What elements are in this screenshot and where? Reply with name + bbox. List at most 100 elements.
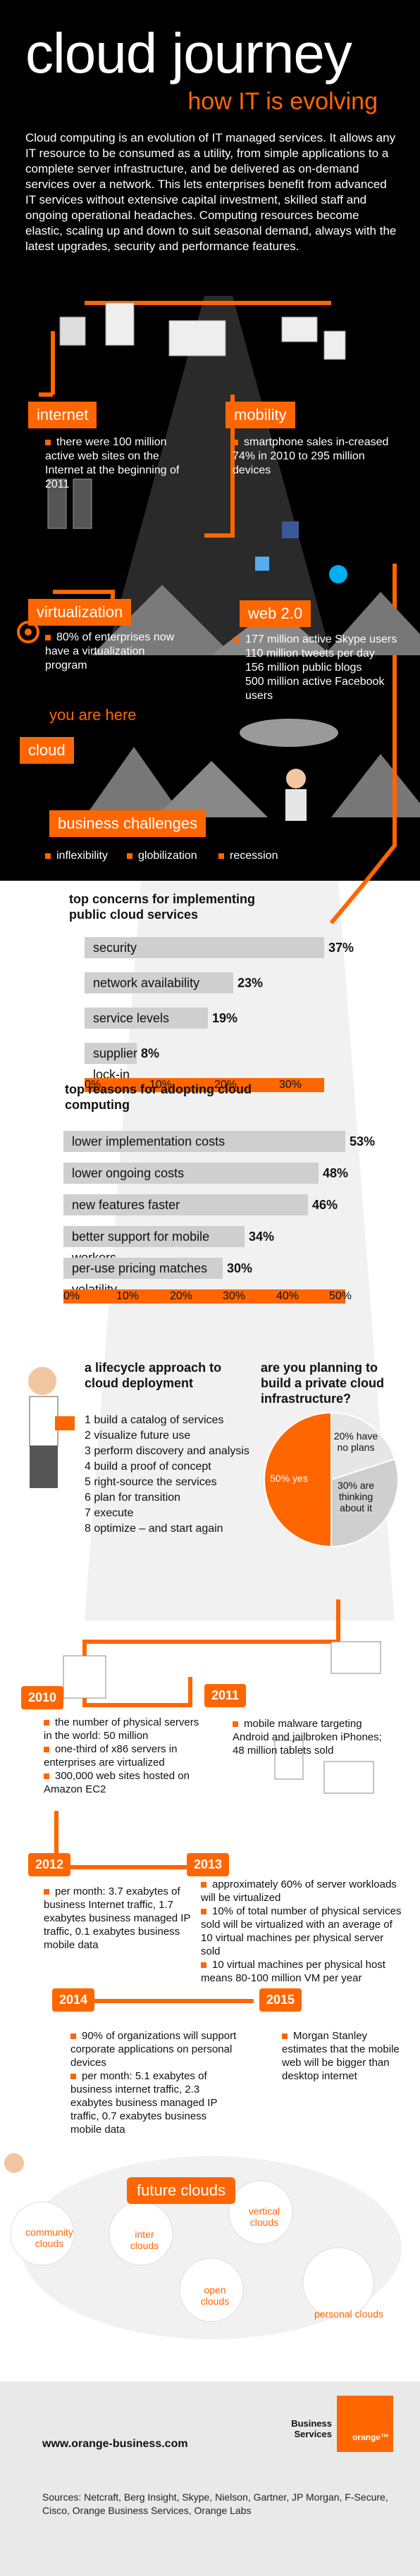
lifecycle-step: 2 visualize future use [85,1430,191,1442]
timeline-item: the number of physical servers in the wo… [44,1716,206,1742]
brand-line: Services [294,2429,333,2439]
x-tick-label: 30% [223,1290,246,1302]
timeline-item: per month: 3.7 exabytes of business Inte… [44,1885,199,1952]
lifecycle-step: 7 execute [85,1507,134,1519]
bar-better-support-for-mobile-workers: better support for mobile workers [63,1226,245,1265]
year-2011: 2011 [204,1684,247,1707]
future-cloud-type: open clouds [200,2284,230,2307]
timeline-item: approximately 60% of server workloads wi… [201,1878,405,1905]
x-tick-label: 40% [276,1290,299,1302]
year-2010: 2010 [21,1686,64,1709]
bar-security: security [85,937,324,958]
bar-value-label: 23% [237,976,264,990]
timeline-item: one-third of x86 servers in enterprises … [44,1742,206,1769]
you-are-here-text: you are here [49,706,137,724]
bar-value-label: 34% [249,1230,275,1244]
internet-label: internet [28,402,97,428]
page-subtitle: how IT is evolving [187,88,378,115]
web20-stat-item: 156 million public blogs [245,662,362,674]
x-tick-label: 10% [149,1079,173,1091]
lifecycle-step: 6 plan for transition [85,1492,181,1504]
bar-value-label: 53% [350,1134,376,1148]
timeline-item: 90% of organizations will support corpor… [70,2029,240,2069]
journey-path-illustration [17,296,420,655]
internet-stat: there were 100 million active web sites … [45,435,186,492]
mobility-label: mobility [226,402,295,428]
lifecycle-title: a lifecycle approach to cloud deployment [85,1361,222,1390]
concerns-chart-title: top concerns for implementing public clo… [69,892,256,922]
challenge-item: globilization [127,849,197,863]
bar-lower-implementation-costs: lower implementation costs [63,1131,345,1152]
lifecycle-step: 3 perform discovery and analysis [85,1445,249,1457]
web20-label: web 2.0 [240,600,311,627]
year-2014: 2014 [52,1988,95,2012]
pie-slice-have-no-plans [331,1411,396,1481]
bar-network-availability: network availability [85,972,233,993]
pie-slice-yes [264,1411,332,1548]
timeline-item: mobile malware targeting Android and jai… [233,1717,395,1757]
x-tick-label: 0% [63,1290,80,1302]
reasons-chart-title: top reasons for adopting cloud computing [65,1082,252,1112]
timeline-item: 10% of total number of physical services… [201,1905,405,1958]
mountain-range-illustration [85,655,420,882]
x-tick-label: 0% [85,1079,101,1091]
bar-value-label: 37% [328,941,354,955]
pie-chart-title: are you planning to build a private clou… [261,1361,385,1406]
timeline-item: 10 virtual machines per physical host me… [201,1958,405,1985]
timeline-2013-items: approximately 60% of server workloads wi… [201,1878,405,1985]
brand-line: Business [291,2418,332,2429]
dark-header-section: cloud journey how IT is evolving Cloud c… [0,0,420,655]
lifecycle-steps: 1 build a catalog of services 2 visualiz… [85,1413,254,1537]
future-cloud-type: vertical clouds [248,2205,280,2228]
bar-value-label: 48% [323,1166,349,1180]
sources-text: Sources: Netcraft, Berg Insight, Skype, … [42,2491,388,2516]
year-2013: 2013 [187,1853,230,1876]
x-axis: 0% 10% 20% 30% 40% 50% [63,1289,352,1304]
pie-label-yes: 50% yes [270,1473,308,1484]
business-challenges-label: business challenges [49,810,206,837]
year-2015: 2015 [259,1988,302,2012]
timeline-item: per month: 5.1 exabytes of business inte… [70,2069,240,2136]
x-tick-label: 20% [214,1079,237,1091]
orange-logo: orange™ [337,2396,393,2452]
future-clouds-illustration [4,2153,402,2339]
web20-stats: 177 million active Skype users 110 milli… [234,633,403,703]
bar-value-label: 30% [227,1261,253,1275]
bar-value-label: 46% [312,1198,338,1212]
x-axis: 0% 10% 20% 30% [85,1078,324,1092]
timeline-2014-items: 90% of organizations will support corpor… [70,2029,240,2136]
timeline-item: 300,000 web sites hosted on Amazon EC2 [44,1769,206,1796]
future-cloud-type: personal clouds [314,2308,384,2320]
challenge-item: inflexibility [45,849,108,863]
bar-lower-ongoing-costs: lower ongoing costs [63,1163,319,1184]
x-tick-label: 30% [279,1079,302,1091]
pie-label-no-plans: 20% have no plans [333,1430,378,1453]
future-clouds-label: future clouds [127,2177,235,2204]
future-cloud-type: community clouds [25,2227,73,2249]
lifecycle-step: 8 optimize – and start again [85,1523,223,1535]
challenge-item: recession [218,849,278,863]
timeline-item: Morgan Stanley estimates that the mobile… [282,2029,402,2083]
person-illustration [28,1367,75,1488]
timeline-2010-items: the number of physical servers in the wo… [44,1716,206,1796]
year-2012: 2012 [28,1853,71,1876]
x-tick-label: 50% [329,1290,352,1302]
web20-stat-item: 500 million active Facebook users [245,676,385,702]
pie-label-thinking: 30% are thinking about it [337,1480,375,1513]
mobility-stat: smartphone sales in-creased 74% in 2010 … [233,435,395,478]
website-link[interactable]: www.orange-business.com [42,2438,188,2450]
future-cloud-type: inter clouds [130,2229,159,2251]
page-title: cloud journey [25,22,352,85]
pie-slice-are-thinking-about-it [331,1458,399,1548]
footer: www.orange-business.com Business Service… [0,2382,420,2576]
private-cloud-pie-chart [264,1411,399,1548]
bar-supplier-lock-in: supplier lock-in [85,1043,137,1082]
lifecycle-step: 5 right-source the services [85,1476,217,1488]
lifecycle-step: 1 build a catalog of services [85,1414,224,1426]
web20-stat-item: 177 million active Skype users [234,633,403,647]
bar-value-label: 19% [212,1011,238,1025]
bar-new-features-faster: new features faster [63,1194,308,1215]
lifecycle-step: 4 build a proof of concept [85,1461,211,1473]
cloud-label: cloud [20,737,74,764]
